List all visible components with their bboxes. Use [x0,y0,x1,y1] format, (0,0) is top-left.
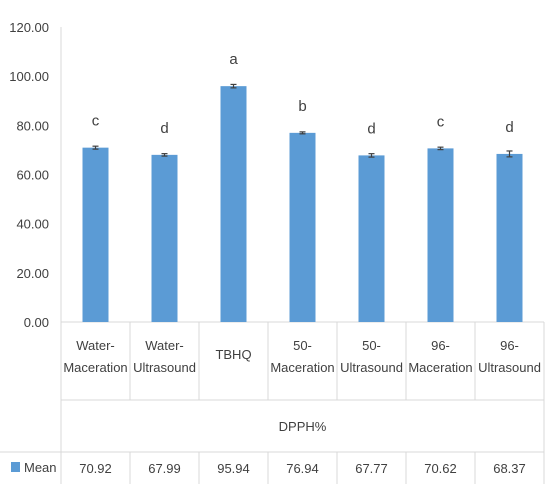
group-label: DPPH% [279,419,327,434]
significance-letter: c [437,113,445,130]
significance-letter: c [92,113,100,130]
data-table-value: 67.77 [355,461,388,476]
bar [358,155,385,322]
bar [427,148,454,322]
bar [289,132,316,322]
legend-swatch [11,462,20,472]
bar [496,153,523,322]
axis-layer: 0.00 20.00 40.00 60.00 80.00 100.00 120.00 Wate… [0,20,545,484]
y-tick-label: 120.00 [9,20,49,35]
x-category-label: Water- [76,338,115,353]
y-tick-label: 0.00 [24,315,49,330]
data-table-value: 70.62 [424,461,457,476]
x-category-label: 96- [431,338,450,353]
x-category-label: Maceration [408,360,472,375]
significance-letter: d [160,120,168,137]
y-tick-label: 100.00 [9,69,49,84]
legend-label: Mean [24,460,57,475]
significance-letter: a [229,51,238,68]
data-table-value: 67.99 [148,461,181,476]
data-table-value: 70.92 [79,461,112,476]
x-category-label: TBHQ [215,347,251,362]
bar-layer: c d a b d c d [82,51,523,323]
significance-letter: b [298,98,306,115]
x-category-label: Ultrasound [478,360,541,375]
significance-letter: d [505,119,513,136]
x-category-label: Ultrasound [340,360,403,375]
data-table: 70.92 67.99 95.94 76.94 67.77 70.62 68.37 Mean [11,460,526,476]
data-table-value: 95.94 [217,461,250,476]
x-category-label: 50- [362,338,381,353]
x-category-label: Water- [145,338,184,353]
data-table-value: 68.37 [493,461,526,476]
significance-letter: d [367,120,375,137]
y-tick-label: 80.00 [16,118,49,133]
x-category-label: Ultrasound [133,360,196,375]
x-category-label: 96- [500,338,519,353]
bar [82,147,109,322]
y-tick-label: 20.00 [16,266,49,281]
x-category-label: Maceration [63,360,127,375]
y-tick-label: 40.00 [16,217,49,232]
x-category-label: Maceration [270,360,334,375]
x-category-label: 50- [293,338,312,353]
y-tick-label: 60.00 [16,168,49,183]
data-table-value: 76.94 [286,461,319,476]
bar [220,86,247,323]
bar [151,154,178,322]
